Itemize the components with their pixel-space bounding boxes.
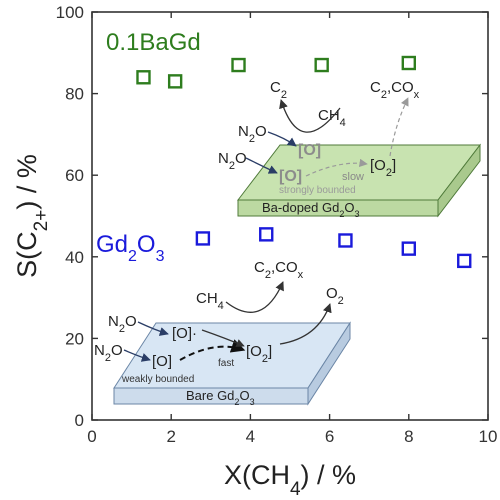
bare-slab-side [307,321,351,406]
x-tick-label: 2 [166,427,175,446]
y-tick-label: 0 [75,411,84,430]
bare-o2-gas: O2 [326,285,344,307]
x-tick-label: 6 [325,427,334,446]
data-point-series-0 [314,57,329,73]
bare-schematic: Bare Gd2O3 N2O N2O [O]· [O] [O2] CH4 C2,… [94,259,351,407]
y-tick-label: 20 [65,329,84,348]
y-tick-label: 80 [65,85,84,104]
y-tick-label: 100 [56,3,84,22]
ba-n2o-top: N2O [238,123,267,145]
bare-note: weakly bounded [121,374,194,385]
x-tick-label: 0 [87,427,96,446]
ba-arrow-n2o-bottom [245,157,278,174]
x-axis-title: X(CH4) / % [224,460,356,500]
series-label-bagd: 0.1BaGd [106,29,201,56]
data-point-series-0 [136,70,151,85]
y-tick-label: 60 [65,166,84,185]
ba-arrow-o-o2 [305,158,368,177]
bare-arrow-o-o2-top [201,329,245,347]
data-point-series-1 [259,227,274,242]
data-point-series-1 [401,241,416,256]
bare-c2cox: C2,COx [254,259,304,281]
ba-doped-slab-side [437,143,481,218]
ba-note: strongly bounded [279,185,356,196]
bare-arrow-o2-gas [279,303,332,345]
bare-arrow-o-o2-fast [179,339,246,361]
bare-n2o-top: N2O [108,313,137,335]
bare-ch4: CH4 [196,290,224,312]
bare-arrow-ch4-c2cox [225,281,284,313]
y-axis-title: S(C2+) / % [12,154,52,278]
bare-fast-label: fast [218,358,234,369]
data-point-series-1 [195,231,211,246]
ba-doped-surface-label: Ba-doped Gd2O3 [262,200,360,219]
data-point-series-0 [401,55,416,71]
data-point-series-1 [338,233,353,248]
bare-n2o-bottom: N2O [94,342,123,364]
bare-arrow-n2o-bottom [123,349,151,362]
bare-arrow-n2o-top [137,321,169,336]
data-point-series-0 [167,74,183,89]
ba-doped-schematic: Ba-doped Gd2O3 N2O N2O [O] [O] [O2] CH4 … [218,79,482,219]
ba-arrow-ch4-c2 [279,99,341,133]
ba-n2o-bottom: N2O [218,150,247,172]
ba-slow-label: slow [342,171,364,183]
y-tick-label: 40 [65,248,84,267]
x-tick-label: 4 [246,427,255,446]
bare-o-top: [O]· [172,325,197,342]
data-points [136,55,472,269]
ba-arrow-o2-c2cox [389,97,409,157]
plot-frame [91,11,489,421]
ba-c2cox: C2,COx [370,79,420,101]
x-tick-label: 8 [404,427,413,446]
data-point-series-0 [231,57,246,73]
data-point-series-1 [457,253,472,269]
series-label-gd2o3: Gd2O3 [96,231,165,265]
ba-c2: C2 [270,79,287,101]
bare-o-bottom: [O] [152,353,172,370]
ba-o-bottom: [O] [279,168,302,185]
x-tick-label: 10 [479,427,498,446]
ba-arrow-n2o-top [267,131,297,147]
ba-o-top: [O] [298,142,321,159]
